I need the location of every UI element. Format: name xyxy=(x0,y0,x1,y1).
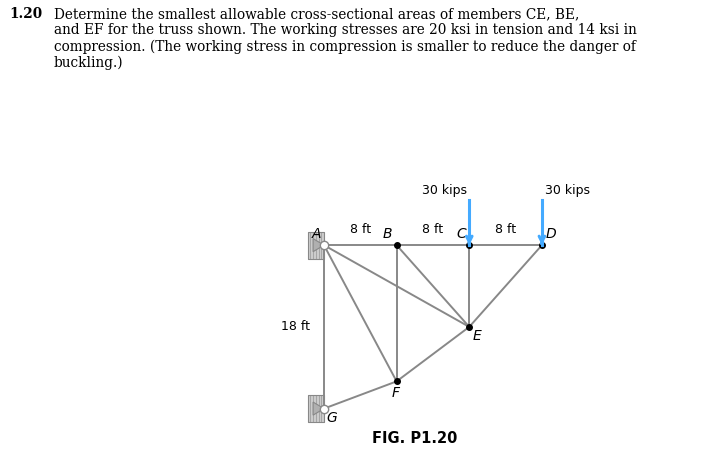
Polygon shape xyxy=(313,402,324,415)
Text: E: E xyxy=(473,329,482,343)
Text: 1.20: 1.20 xyxy=(9,7,42,21)
Text: A: A xyxy=(312,227,321,241)
Bar xyxy=(307,232,324,259)
Bar xyxy=(307,395,324,422)
Text: FIG. P1.20: FIG. P1.20 xyxy=(372,431,457,446)
Text: 30 kips: 30 kips xyxy=(544,184,590,197)
Text: 8 ft: 8 ft xyxy=(423,223,444,236)
Text: 30 kips: 30 kips xyxy=(421,184,467,197)
Polygon shape xyxy=(313,239,324,252)
Text: 8 ft: 8 ft xyxy=(350,223,371,236)
Text: Determine the smallest allowable cross-sectional areas of members CE, BE,
and EF: Determine the smallest allowable cross-s… xyxy=(54,7,637,70)
Text: G: G xyxy=(327,411,338,425)
Text: F: F xyxy=(392,386,400,400)
Text: 18 ft: 18 ft xyxy=(282,321,310,333)
Text: C: C xyxy=(456,227,467,241)
Text: 8 ft: 8 ft xyxy=(495,223,516,236)
Text: D: D xyxy=(546,227,556,241)
Text: B: B xyxy=(382,227,392,241)
